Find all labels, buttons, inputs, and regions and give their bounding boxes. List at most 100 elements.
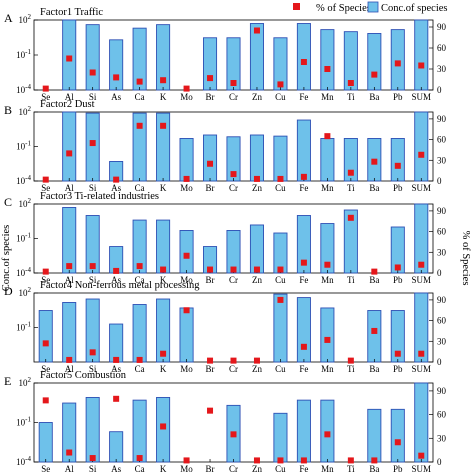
- marker-si: [89, 263, 96, 270]
- x-tick-label-br: Br: [206, 275, 215, 285]
- bar-al: [62, 111, 77, 182]
- x-tick-label-cr: Cr: [229, 92, 238, 102]
- marker-mo: [183, 307, 190, 314]
- x-tick-label-ba: Ba: [369, 183, 379, 193]
- marker-k: [160, 122, 167, 129]
- marker-mn: [324, 261, 331, 268]
- bar-zn: [249, 224, 264, 274]
- bar-fe: [296, 399, 311, 463]
- marker-si: [89, 455, 96, 462]
- bar-ba: [367, 408, 382, 463]
- bar-mn: [320, 399, 335, 463]
- x-tick-label-mn: Mn: [321, 92, 334, 102]
- bar-fe: [296, 119, 311, 182]
- marker-ti: [347, 357, 354, 364]
- x-tick-label-si: Si: [89, 275, 97, 285]
- panel-d: D Factor4 Non-ferrous metal processing Se A…: [4, 280, 447, 374]
- x-tick-label-cu: Cu: [275, 364, 286, 374]
- bar-as: [109, 323, 124, 363]
- x-tick-label-mo: Mo: [180, 364, 193, 374]
- x-tick-label-sum: SUM: [412, 183, 432, 193]
- marker-ba: [371, 158, 378, 165]
- legend-label-conc: Conc.of species: [381, 3, 447, 14]
- panels: A Factor1 Traffic Se Al Si As Ca K Mo Br Cr Zn Cu Fe M…: [4, 7, 447, 474]
- y-right-tick-label: 90: [437, 22, 447, 32]
- y-right-tick-label: 30: [437, 64, 447, 74]
- x-tick-label-ba: Ba: [369, 464, 379, 474]
- y-right-tick-label: 60: [437, 316, 447, 326]
- marker-ba: [371, 71, 378, 78]
- bar-zn: [249, 134, 264, 182]
- marker-zn: [253, 357, 260, 364]
- marker-as: [113, 395, 120, 402]
- marker-cu: [277, 266, 284, 273]
- bar-ca: [132, 304, 147, 363]
- x-tick-label-fe: Fe: [299, 464, 308, 474]
- y-right-tick-label: 90: [437, 114, 447, 124]
- bar-sum: [414, 19, 429, 91]
- x-tick-label-se: Se: [41, 92, 50, 102]
- x-tick-label-mo: Mo: [180, 183, 193, 193]
- x-tick-label-pb: Pb: [393, 92, 403, 102]
- marker-ca: [136, 122, 143, 129]
- bar-si: [85, 112, 100, 182]
- y-left-tick-label: 10-4: [16, 455, 31, 467]
- marker-si: [89, 140, 96, 147]
- marker-sum: [418, 452, 425, 459]
- x-tick-label-ti: Ti: [347, 92, 355, 102]
- marker-mn: [324, 336, 331, 343]
- panel-letter: E: [4, 374, 11, 388]
- panel-letter: C: [4, 195, 12, 209]
- y-left-tick-label: 10-1: [16, 321, 31, 333]
- x-tick-label-mn: Mn: [321, 275, 334, 285]
- bar-sum: [414, 111, 429, 182]
- x-tick-label-se: Se: [41, 275, 50, 285]
- x-tick-label-br: Br: [206, 364, 215, 374]
- legend-marker-percent: [293, 3, 300, 10]
- x-tick-label-se: Se: [41, 464, 50, 474]
- marker-mo: [183, 85, 190, 92]
- x-tick-label-k: K: [160, 464, 167, 474]
- bar-cu: [273, 412, 288, 463]
- x-tick-label-br: Br: [206, 464, 215, 474]
- y-right-tick-label: 30: [437, 433, 447, 443]
- marker-k: [160, 350, 167, 357]
- y-left-tick-label: 10-1: [16, 232, 31, 244]
- marker-ti: [347, 457, 354, 464]
- bar-si: [85, 24, 100, 91]
- x-tick-label-pb: Pb: [393, 275, 403, 285]
- y-right-tick-label: 0: [437, 176, 442, 186]
- marker-ca: [136, 356, 143, 363]
- y-right-tick-label: 0: [437, 268, 442, 278]
- bar-pb: [390, 408, 405, 463]
- marker-se: [42, 85, 49, 92]
- marker-si: [89, 69, 96, 76]
- x-tick-label-pb: Pb: [393, 183, 403, 193]
- bar-pb: [390, 138, 405, 182]
- y-left-tick-label: 102: [19, 376, 32, 388]
- marker-ba: [371, 268, 378, 275]
- marker-k: [160, 77, 167, 84]
- x-tick-label-k: K: [160, 92, 167, 102]
- x-tick-label-as: As: [111, 464, 121, 474]
- x-tick-label-ca: Ca: [135, 464, 145, 474]
- marker-pb: [394, 350, 401, 357]
- marker-br: [207, 160, 214, 167]
- marker-pb: [394, 439, 401, 446]
- x-tick-label-mn: Mn: [321, 464, 334, 474]
- x-tick-label-fe: Fe: [299, 92, 308, 102]
- marker-al: [66, 150, 73, 157]
- marker-as: [113, 356, 120, 363]
- x-tick-label-ca: Ca: [135, 364, 145, 374]
- marker-al: [66, 55, 73, 62]
- marker-se: [42, 176, 49, 183]
- x-tick-label-pb: Pb: [393, 464, 403, 474]
- x-tick-label-ti: Ti: [347, 364, 355, 374]
- marker-mn: [324, 431, 331, 438]
- bar-br: [203, 134, 218, 182]
- x-tick-label-cr: Cr: [229, 183, 238, 193]
- x-tick-label-mn: Mn: [321, 183, 334, 193]
- marker-ti: [347, 169, 354, 176]
- marker-pb: [394, 264, 401, 271]
